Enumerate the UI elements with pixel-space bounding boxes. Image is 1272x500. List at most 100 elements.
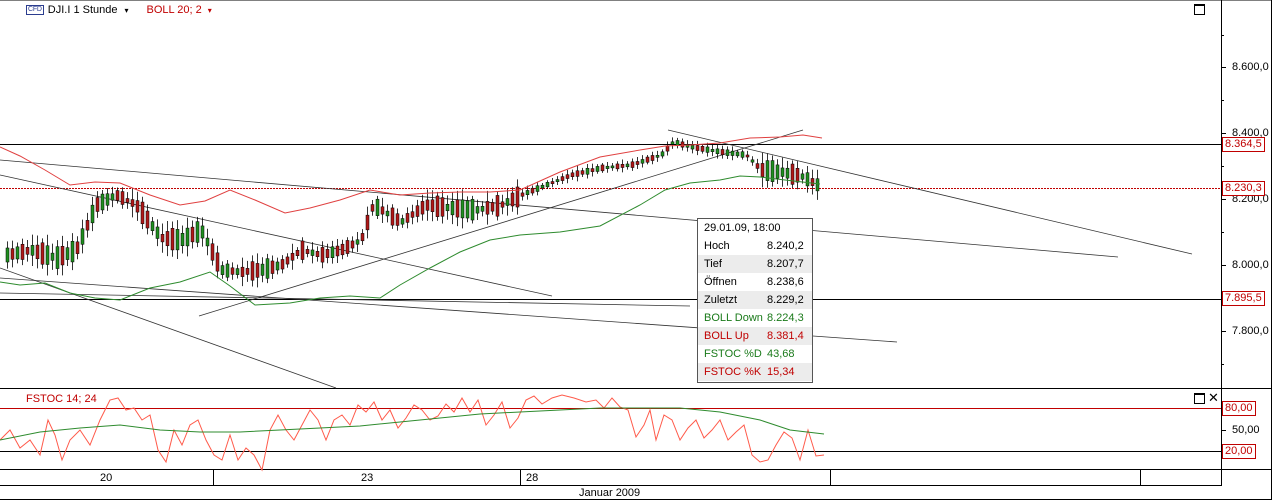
candle-body — [40, 242, 45, 265]
instrument-selector[interactable]: DJI.I 1 Stunde — [47, 4, 118, 16]
tooltip-date: 29.01.09, 18:00 — [704, 222, 781, 234]
candle-body — [600, 164, 605, 172]
tooltip-label: BOLL Up — [704, 330, 749, 342]
price-axis-label: 7.800,0 — [1232, 325, 1269, 337]
candle-body — [175, 229, 180, 251]
candle-body — [805, 172, 810, 187]
candle-body — [780, 167, 785, 177]
candle-body — [215, 252, 220, 272]
candle-body — [80, 228, 85, 245]
candle-body — [210, 243, 215, 261]
tooltip-row-fstoc-d: FSTOC %D 43,68 — [698, 345, 812, 363]
candle-body — [155, 226, 160, 239]
candle-body — [370, 204, 375, 212]
candle-body — [800, 173, 805, 180]
candle-body — [695, 145, 700, 151]
candle-body — [320, 247, 325, 263]
tooltip-label: FSTOC %K — [704, 366, 762, 378]
candle-body — [395, 213, 400, 226]
candle-body — [255, 263, 260, 278]
candle-body — [125, 198, 130, 203]
instrument-dropdown-icon[interactable]: ▾ — [124, 5, 129, 15]
candle-body — [140, 201, 145, 225]
candle-body — [345, 240, 350, 254]
candle-body — [35, 244, 40, 260]
candle-body — [415, 205, 420, 217]
candle-body — [405, 213, 410, 223]
fstoc-marker-80: 80,00 — [1222, 401, 1256, 416]
candle-body — [615, 163, 620, 170]
candle-body — [495, 195, 500, 217]
indicator-dropdown-icon[interactable]: ▾ — [207, 5, 212, 15]
indicator-selector[interactable]: BOLL 20; 2 — [146, 4, 202, 16]
tooltip-value: 15,34 — [767, 366, 795, 378]
tooltip-row-boll-up: BOLL Up 8.381,4 — [698, 327, 812, 345]
candle-body — [565, 174, 570, 179]
candle-body — [385, 210, 390, 217]
time-axis-label: 20 — [100, 472, 113, 484]
data-tooltip: 29.01.09, 18:00 Hoch 8.240,2 Tief 8.207,… — [697, 218, 813, 383]
candle-body — [755, 163, 760, 169]
candle-body — [535, 185, 540, 192]
candle-body — [465, 200, 470, 219]
candle-body — [30, 245, 35, 256]
candle-body — [550, 181, 555, 184]
candle-body — [230, 267, 235, 275]
candle-body — [70, 241, 75, 263]
candle-body — [610, 165, 615, 169]
candle-body — [325, 249, 330, 258]
candle-body — [380, 206, 385, 215]
price-axis-label: 8.200,0 — [1232, 193, 1269, 205]
candle-body — [760, 163, 765, 178]
tooltip-label: Öffnen — [704, 276, 737, 288]
trendline — [0, 174, 553, 297]
candle-body — [355, 239, 360, 245]
candle-body — [120, 191, 125, 205]
candle-body — [655, 155, 660, 158]
candle-body — [110, 193, 115, 201]
candle-body — [700, 146, 705, 152]
candle-body — [765, 160, 770, 181]
tooltip-row-open: Öffnen 8.238,6 — [698, 273, 812, 291]
trendline — [0, 267, 337, 389]
candle-body — [690, 145, 695, 150]
tooltip-value: 8.229,2 — [767, 294, 804, 306]
candle-body — [390, 207, 395, 226]
candle-body — [305, 249, 310, 254]
candle-body — [680, 141, 685, 148]
candle-body — [455, 199, 460, 218]
candle-body — [145, 210, 150, 229]
maximize-icon[interactable] — [1194, 393, 1205, 404]
candle-body — [85, 220, 90, 231]
trendline — [0, 159, 1119, 258]
time-axis-label: 23 — [361, 472, 374, 484]
candle-body — [530, 187, 535, 194]
candle-body — [10, 248, 15, 260]
candle-body — [570, 172, 575, 177]
candle-body — [15, 246, 20, 260]
candle-body — [560, 176, 565, 181]
maximize-icon[interactable] — [1194, 4, 1205, 15]
candle-body — [205, 237, 210, 247]
candle-body — [775, 164, 780, 179]
tooltip-row-last: Zuletzt 8.229,2 — [698, 291, 812, 309]
price-marker-last: 8.230,3 — [1222, 181, 1265, 196]
tooltip-value: 8.207,7 — [767, 258, 804, 270]
candle-body — [490, 202, 495, 212]
candle-body — [365, 214, 370, 231]
candle-body — [510, 192, 515, 207]
close-icon[interactable]: ✕ — [1208, 390, 1219, 405]
candle-body — [795, 168, 800, 183]
candle-body — [640, 159, 645, 164]
candle-body — [735, 151, 740, 157]
fstoc-d-line — [0, 407, 825, 441]
tooltip-value: 8.240,2 — [767, 240, 804, 252]
candle-body — [310, 249, 315, 256]
candle-body — [300, 240, 305, 260]
candle-body — [715, 148, 720, 155]
tooltip-label: Hoch — [704, 240, 730, 252]
candle-body — [50, 252, 55, 261]
fstoc-k-line — [0, 394, 825, 472]
candle-body — [585, 168, 590, 175]
